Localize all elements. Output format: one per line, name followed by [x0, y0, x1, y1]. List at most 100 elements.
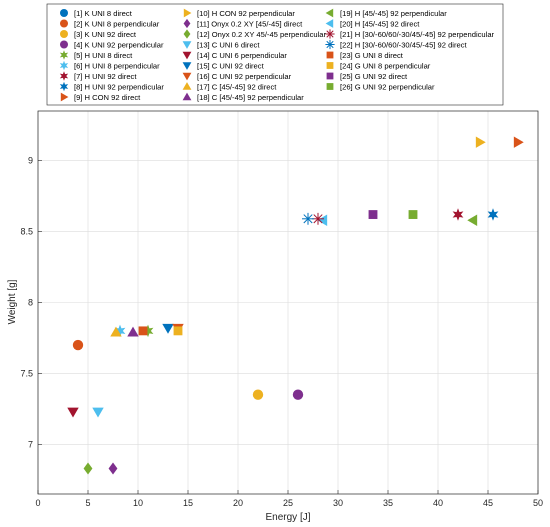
legend-marker [60, 9, 68, 17]
data-point [72, 339, 84, 351]
legend-entry: [24] G UNI 8 perpendicular [326, 61, 431, 70]
legend-entry: [9] H CON 92 direct [60, 92, 141, 102]
legend-entry: [25] G UNI 92 direct [326, 72, 408, 81]
legend-label: [18] C [45/-45] 92 perpendicular [197, 93, 304, 102]
legend-marker [326, 62, 334, 69]
x-tick-label: 25 [283, 498, 293, 508]
legend-label: [14] C UNI 6 perpendicular [197, 51, 287, 60]
legend-marker [182, 72, 192, 81]
x-tick-label: 10 [133, 498, 143, 508]
legend-marker [60, 19, 68, 28]
legend-entry: [4] K UNI 92 perpendicular [60, 40, 164, 49]
data-point [475, 136, 486, 148]
legend-entry: [19] H [45/-45] 92 perpendicular [325, 8, 447, 18]
data-point [162, 323, 174, 334]
legend-label: [4] K UNI 92 perpendicular [74, 40, 164, 49]
y-tick-label: 7.5 [20, 368, 33, 378]
legend-label: [19] H [45/-45] 92 perpendicular [340, 9, 447, 18]
legend-marker [183, 8, 192, 18]
data-point [317, 214, 328, 226]
legend-label: [3] K UNI 92 direct [74, 30, 137, 39]
data-point [368, 210, 378, 219]
legend-marker [326, 51, 334, 59]
legend-entry: [18] C [45/-45] 92 perpendicular [182, 92, 304, 102]
data-point [173, 326, 183, 336]
legend-marker [326, 72, 334, 80]
legend-entry: [6] H UNI 8 perpendicular [59, 60, 160, 71]
legend-entry: [21] H [30/-60/60/-30/45/-45] 92 perpend… [325, 29, 495, 39]
x-tick-label: 15 [183, 498, 193, 508]
legend-label: [23] G UNI 8 direct [340, 51, 404, 60]
legend-entry: [20] H [45/-45] 92 direct [325, 19, 420, 28]
data-point [142, 324, 154, 338]
x-tick-label: 45 [483, 498, 493, 508]
legend-entry: [5] H UNI 8 direct [59, 50, 133, 60]
y-tick-label: 9 [28, 156, 33, 166]
data-points [67, 136, 524, 475]
data-point [138, 326, 148, 336]
data-point [127, 326, 139, 337]
x-axis-label: Energy [J] [265, 512, 310, 523]
legend-label: [13] C UNI 6 direct [197, 40, 260, 49]
legend-label: [15] C UNI 92 direct [197, 61, 265, 70]
x-tick-label: 5 [85, 498, 90, 508]
plot-area: 0 5 10 15 20 25 30 35 40 45 50 7 7.5 8 8.5 9 [20, 110, 543, 508]
legend-label: [21] H [30/-60/60/-30/45/-45] 92 perpend… [340, 30, 495, 39]
legend-marker [182, 51, 192, 60]
legend-marker [59, 60, 69, 71]
legend-entry: [16] C UNI 92 perpendicular [182, 72, 292, 81]
y-tick-label: 7 [28, 439, 33, 449]
data-point [252, 389, 264, 400]
data-point [513, 136, 524, 148]
x-tick-label: 30 [333, 498, 343, 508]
legend-entry: [7] H UNI 92 direct [59, 71, 137, 81]
legend-entry: [22] H [30/-60/60/-30/45/-45] 92 direct [325, 39, 468, 50]
legend-label: [20] H [45/-45] 92 direct [340, 19, 420, 28]
data-point [302, 212, 314, 225]
legend-label: [16] C UNI 92 perpendicular [197, 72, 292, 81]
data-point [114, 324, 126, 338]
legend-marker [60, 30, 68, 38]
legend-label: [22] H [30/-60/60/-30/45/-45] 92 direct [340, 40, 468, 49]
legend-marker [182, 92, 192, 101]
data-point [408, 210, 418, 219]
data-point [452, 208, 464, 221]
data-point [110, 326, 122, 337]
y-tick-label: 8 [28, 298, 33, 308]
legend-label: [9] H CON 92 direct [74, 93, 141, 102]
legend-label: [1] K UNI 8 direct [74, 9, 133, 18]
data-point [467, 214, 478, 226]
legend-marker [60, 40, 68, 49]
legend-label: [2] K UNI 8 perpendicular [74, 19, 160, 28]
legend-marker [183, 18, 191, 29]
legend: [1] K UNI 8 direct[2] K UNI 8 perpendicu… [46, 3, 504, 106]
data-point [92, 407, 104, 418]
data-point [487, 208, 499, 221]
y-axis-label: Weight [g] [7, 279, 18, 324]
legend-label: [5] H UNI 8 direct [74, 51, 133, 60]
legend-entry: [12] Onyx 0.2 XY 45/-45 perpendicular [183, 29, 327, 39]
legend-label: [25] G UNI 92 direct [340, 72, 408, 81]
legend-marker [182, 41, 192, 49]
legend-marker [59, 50, 69, 60]
axes-frame [37, 110, 539, 495]
legend-entry: [10] H CON 92 perpendicular [183, 8, 295, 18]
legend-label: [10] H CON 92 perpendicular [197, 9, 295, 18]
legend-marker [183, 29, 191, 39]
x-tick-label: 20 [233, 498, 243, 508]
legend-marker [325, 29, 335, 39]
legend-label: [26] G UNI 92 perpendicular [340, 82, 435, 91]
legend-marker [182, 82, 192, 90]
legend-entry: [17] C [45/-45] 92 direct [182, 82, 277, 91]
legend-marker [325, 39, 335, 50]
legend-entry: [1] K UNI 8 direct [60, 9, 133, 18]
legend-marker [182, 62, 192, 70]
legend-label: [6] H UNI 8 perpendicular [74, 61, 160, 70]
data-point [108, 462, 118, 475]
legend-marker [59, 71, 69, 81]
data-point [83, 462, 93, 475]
legend-label: [8] H UNI 92 perpendicular [74, 82, 164, 91]
legend-entry: [11] Onyx 0.2 XY [45/-45] direct [183, 18, 303, 29]
x-tick-label: 50 [533, 498, 543, 508]
